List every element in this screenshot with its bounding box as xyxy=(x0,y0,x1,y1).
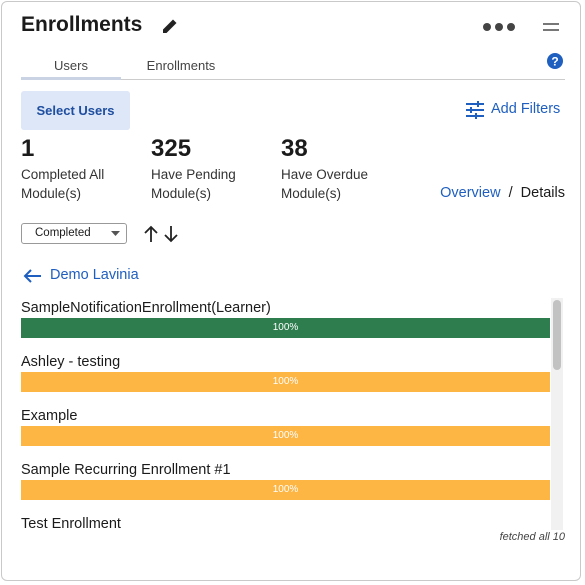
sort-selected: Completed xyxy=(35,227,91,239)
sort-dropdown[interactable]: Completed xyxy=(21,223,127,244)
sort-arrows[interactable] xyxy=(142,225,182,243)
stat-label: Have Overdue xyxy=(281,167,369,182)
help-icon[interactable]: ? xyxy=(546,52,564,70)
enrollment-name: Sample Recurring Enrollment #1 xyxy=(21,462,231,478)
stat-label: Completed All xyxy=(21,167,105,182)
progress-bar: 100% xyxy=(21,318,550,338)
enrollment-name: Test Enrollment xyxy=(21,516,121,530)
enrollment-name: Ashley - testing xyxy=(21,354,121,370)
back-link[interactable]: Demo Lavinia xyxy=(50,267,139,283)
svg-text:?: ? xyxy=(551,55,558,69)
tab-divider xyxy=(21,79,565,80)
stat-value: 38 xyxy=(281,135,308,162)
scrollbar-thumb[interactable] xyxy=(553,300,561,370)
overview-link[interactable]: Overview xyxy=(440,185,501,201)
add-filters-button[interactable]: Add Filters xyxy=(491,101,561,117)
caret xyxy=(111,231,120,236)
select-users-button[interactable]: Select Users xyxy=(21,91,130,130)
stat-label: Have Pending xyxy=(151,167,236,182)
drag-handle[interactable] xyxy=(541,20,561,34)
filter-icon xyxy=(466,101,484,119)
progress-bar: 100% xyxy=(21,426,550,446)
back-arrow[interactable] xyxy=(23,268,43,284)
stat-label: Module(s) xyxy=(281,186,342,201)
enrollment-list: SampleNotificationEnrollment(Learner) 100… xyxy=(21,298,566,530)
enrollment-name: Example xyxy=(21,408,78,424)
stat-label: Module(s) xyxy=(21,186,82,201)
more-menu[interactable] xyxy=(480,20,520,34)
tab-indicator xyxy=(21,77,121,80)
progress-bar: 100% xyxy=(21,372,550,392)
details-link[interactable]: Details xyxy=(520,185,565,201)
tab[interactable]: Users xyxy=(54,58,88,73)
stat-label: Module(s) xyxy=(151,186,212,201)
tab[interactable]: Enrollments xyxy=(146,58,216,73)
view-switch: Overview / Details xyxy=(440,185,565,201)
separator: / xyxy=(508,185,513,201)
stat-value: 325 xyxy=(151,135,192,162)
title: Enrollments xyxy=(21,13,143,36)
stat-value: 1 xyxy=(21,135,35,162)
progress-bar: 100% xyxy=(21,480,550,500)
enrollment-name: SampleNotificationEnrollment(Learner) xyxy=(21,300,271,316)
footer: fetched all 10 xyxy=(499,531,565,543)
edit-icon[interactable] xyxy=(160,16,180,36)
